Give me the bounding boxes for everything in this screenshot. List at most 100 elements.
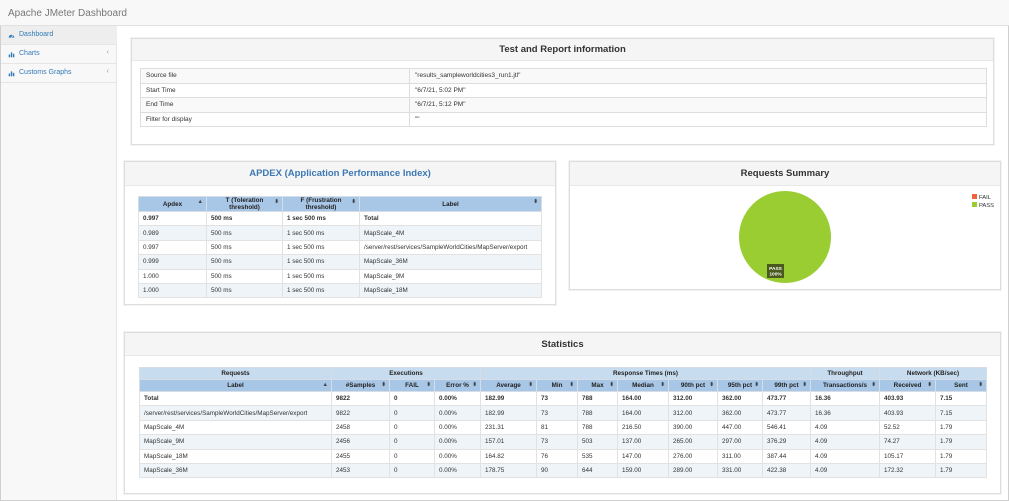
info-row: End Time "6/7/21, 5:12 PM" xyxy=(140,97,987,113)
sidebar-item-customs-graphs[interactable]: Customs Graphs ‹ xyxy=(1,64,117,83)
table-cell: 500 ms xyxy=(206,225,283,241)
table-cell: MapScale_18M xyxy=(139,448,332,464)
table-cell: 16.36 xyxy=(810,390,880,407)
info-value: "results_sampleworldcities3_run1.jtl" xyxy=(409,68,987,84)
column-header[interactable]: Median ⬍ xyxy=(617,379,669,392)
table-cell: 16.36 xyxy=(810,405,880,421)
table-cell: 265.00 xyxy=(668,434,718,450)
table-cell: 312.00 xyxy=(668,390,718,407)
table-cell: 500 ms xyxy=(206,239,283,256)
sort-icon: ⬍ xyxy=(754,382,759,388)
table-cell: 182.99 xyxy=(480,405,537,421)
table-cell: 4.09 xyxy=(810,419,880,436)
info-row: Start Time "6/7/21, 5:02 PM" xyxy=(140,82,987,98)
statistics-table: Requests Executions Response Times (ms) … xyxy=(139,367,987,479)
table-cell: 182.99 xyxy=(480,390,537,407)
pie-legend: FAIL PASS xyxy=(972,194,994,210)
legend-item-fail[interactable]: FAIL xyxy=(972,194,994,202)
table-cell: 1 sec 500 ms xyxy=(282,254,360,270)
table-cell: 90 xyxy=(536,462,578,479)
info-row: Source file "results_sampleworldcities3_… xyxy=(140,68,987,84)
table-cell: 0 xyxy=(389,462,435,479)
table-cell: 74.27 xyxy=(879,434,936,450)
table-cell: 312.00 xyxy=(668,405,718,421)
table-row: Total 9822 0 0.00% 182.99 73 788 164.00 312.00 36… xyxy=(139,390,987,407)
sort-icon: ⬍ xyxy=(660,382,665,388)
table-cell: 387.44 xyxy=(762,448,811,464)
table-cell: 0.00% xyxy=(434,419,481,436)
table-cell: 164.00 xyxy=(617,405,669,421)
table-cell: 0.00% xyxy=(434,462,481,479)
column-header[interactable]: T (Toleration threshold) ⬍ xyxy=(206,196,283,212)
table-cell: 4.09 xyxy=(810,448,880,464)
table-cell: 0.00% xyxy=(434,390,481,407)
column-header[interactable]: Received ⬍ xyxy=(879,379,936,392)
sort-icon: ⬍ xyxy=(274,199,279,205)
summary-title: Requests Summary xyxy=(570,162,1000,186)
table-cell: 473.77 xyxy=(762,405,811,421)
sidebar-item-dashboard[interactable]: Dashboard xyxy=(1,26,117,45)
column-header[interactable]: Sent ⬍ xyxy=(935,379,987,392)
column-header[interactable]: 99th pct ⬍ xyxy=(762,379,811,392)
table-cell: 1.79 xyxy=(935,448,987,464)
pie-label: PASS xyxy=(769,266,783,272)
table-row: 1.000 500 ms 1 sec 500 ms MapScale_18M xyxy=(138,282,542,299)
sort-icon: ⬍ xyxy=(569,382,574,388)
column-header[interactable]: Apdex ▲ xyxy=(138,196,207,212)
column-header[interactable]: Error % ⬍ xyxy=(434,379,481,392)
info-row: Filter for display "" xyxy=(140,111,987,127)
table-cell: 7.15 xyxy=(935,405,987,421)
table-row: 1.000 500 ms 1 sec 500 ms MapScale_9M xyxy=(138,268,542,284)
column-header[interactable]: 90th pct ⬍ xyxy=(668,379,718,392)
sidebar-item-charts[interactable]: Charts ‹ xyxy=(1,45,117,64)
group-header: Response Times (ms) xyxy=(480,367,811,380)
table-cell: /server/rest/services/SampleWorldCities/… xyxy=(359,239,542,256)
table-cell: 178.75 xyxy=(480,462,537,479)
table-cell: 390.00 xyxy=(668,419,718,436)
apdex-table: Apdex ▲ T (Toleration threshold) ⬍ F (Frus… xyxy=(138,196,542,299)
pie-slice-pass[interactable] xyxy=(739,191,831,283)
sidebar-item-label: Dashboard xyxy=(19,31,54,38)
requests-summary-pie: PASS 100% xyxy=(739,191,831,283)
info-key: Start Time xyxy=(140,82,410,98)
table-row: MapScale_9M 2456 0 0.00% 157.01 73 503 137.00 26… xyxy=(139,434,987,450)
column-header-row: Label ▲ #Samples ⬍ FAIL ⬍ Error % ⬍ Average ⬍… xyxy=(139,379,987,392)
table-cell: MapScale_4M xyxy=(359,225,542,241)
table-cell: 137.00 xyxy=(617,434,669,450)
table-cell: 81 xyxy=(536,419,578,436)
sort-icon: ⬍ xyxy=(927,382,932,388)
apdex-header-row: Apdex ▲ T (Toleration threshold) ⬍ F (Frus… xyxy=(138,196,542,212)
table-cell: 9822 xyxy=(331,390,390,407)
table-cell: 1.000 xyxy=(138,268,207,284)
column-header[interactable]: Transactions/s ⬍ xyxy=(810,379,880,392)
table-cell: 276.00 xyxy=(668,448,718,464)
info-key: End Time xyxy=(140,97,410,113)
table-cell: 73 xyxy=(536,390,578,407)
table-cell: 159.00 xyxy=(617,462,669,479)
app-title[interactable]: Apache JMeter Dashboard xyxy=(8,8,127,19)
column-header[interactable]: 95th pct ⬍ xyxy=(717,379,763,392)
table-cell: 157.01 xyxy=(480,434,537,450)
sort-icon: ⬍ xyxy=(472,382,477,388)
column-header[interactable]: FAIL ⬍ xyxy=(389,379,435,392)
table-cell: 1 sec 500 ms xyxy=(282,268,360,284)
table-cell: MapScale_4M xyxy=(139,419,332,436)
table-cell: 500 ms xyxy=(206,268,283,284)
table-cell: 172.32 xyxy=(879,462,936,479)
table-cell: 73 xyxy=(536,405,578,421)
table-cell: 1.79 xyxy=(935,434,987,450)
group-header-row: Requests Executions Response Times (ms) … xyxy=(139,367,987,380)
table-cell: Total xyxy=(359,210,542,227)
column-header[interactable]: Label ⬍ xyxy=(359,196,542,212)
column-header[interactable]: #Samples ⬍ xyxy=(331,379,390,392)
column-header[interactable]: Min ⬍ xyxy=(536,379,578,392)
column-header[interactable]: Max ⬍ xyxy=(577,379,618,392)
table-cell: 73 xyxy=(536,434,578,450)
column-header[interactable]: Label ▲ xyxy=(139,379,332,392)
column-header[interactable]: Average ⬍ xyxy=(480,379,537,392)
column-header[interactable]: F (Frustration threshold) ⬍ xyxy=(282,196,360,212)
legend-item-pass[interactable]: PASS xyxy=(972,202,994,210)
sidebar-item-label: Charts xyxy=(19,50,40,57)
table-cell: 0 xyxy=(389,405,435,421)
sort-icon: ⬍ xyxy=(528,382,533,388)
